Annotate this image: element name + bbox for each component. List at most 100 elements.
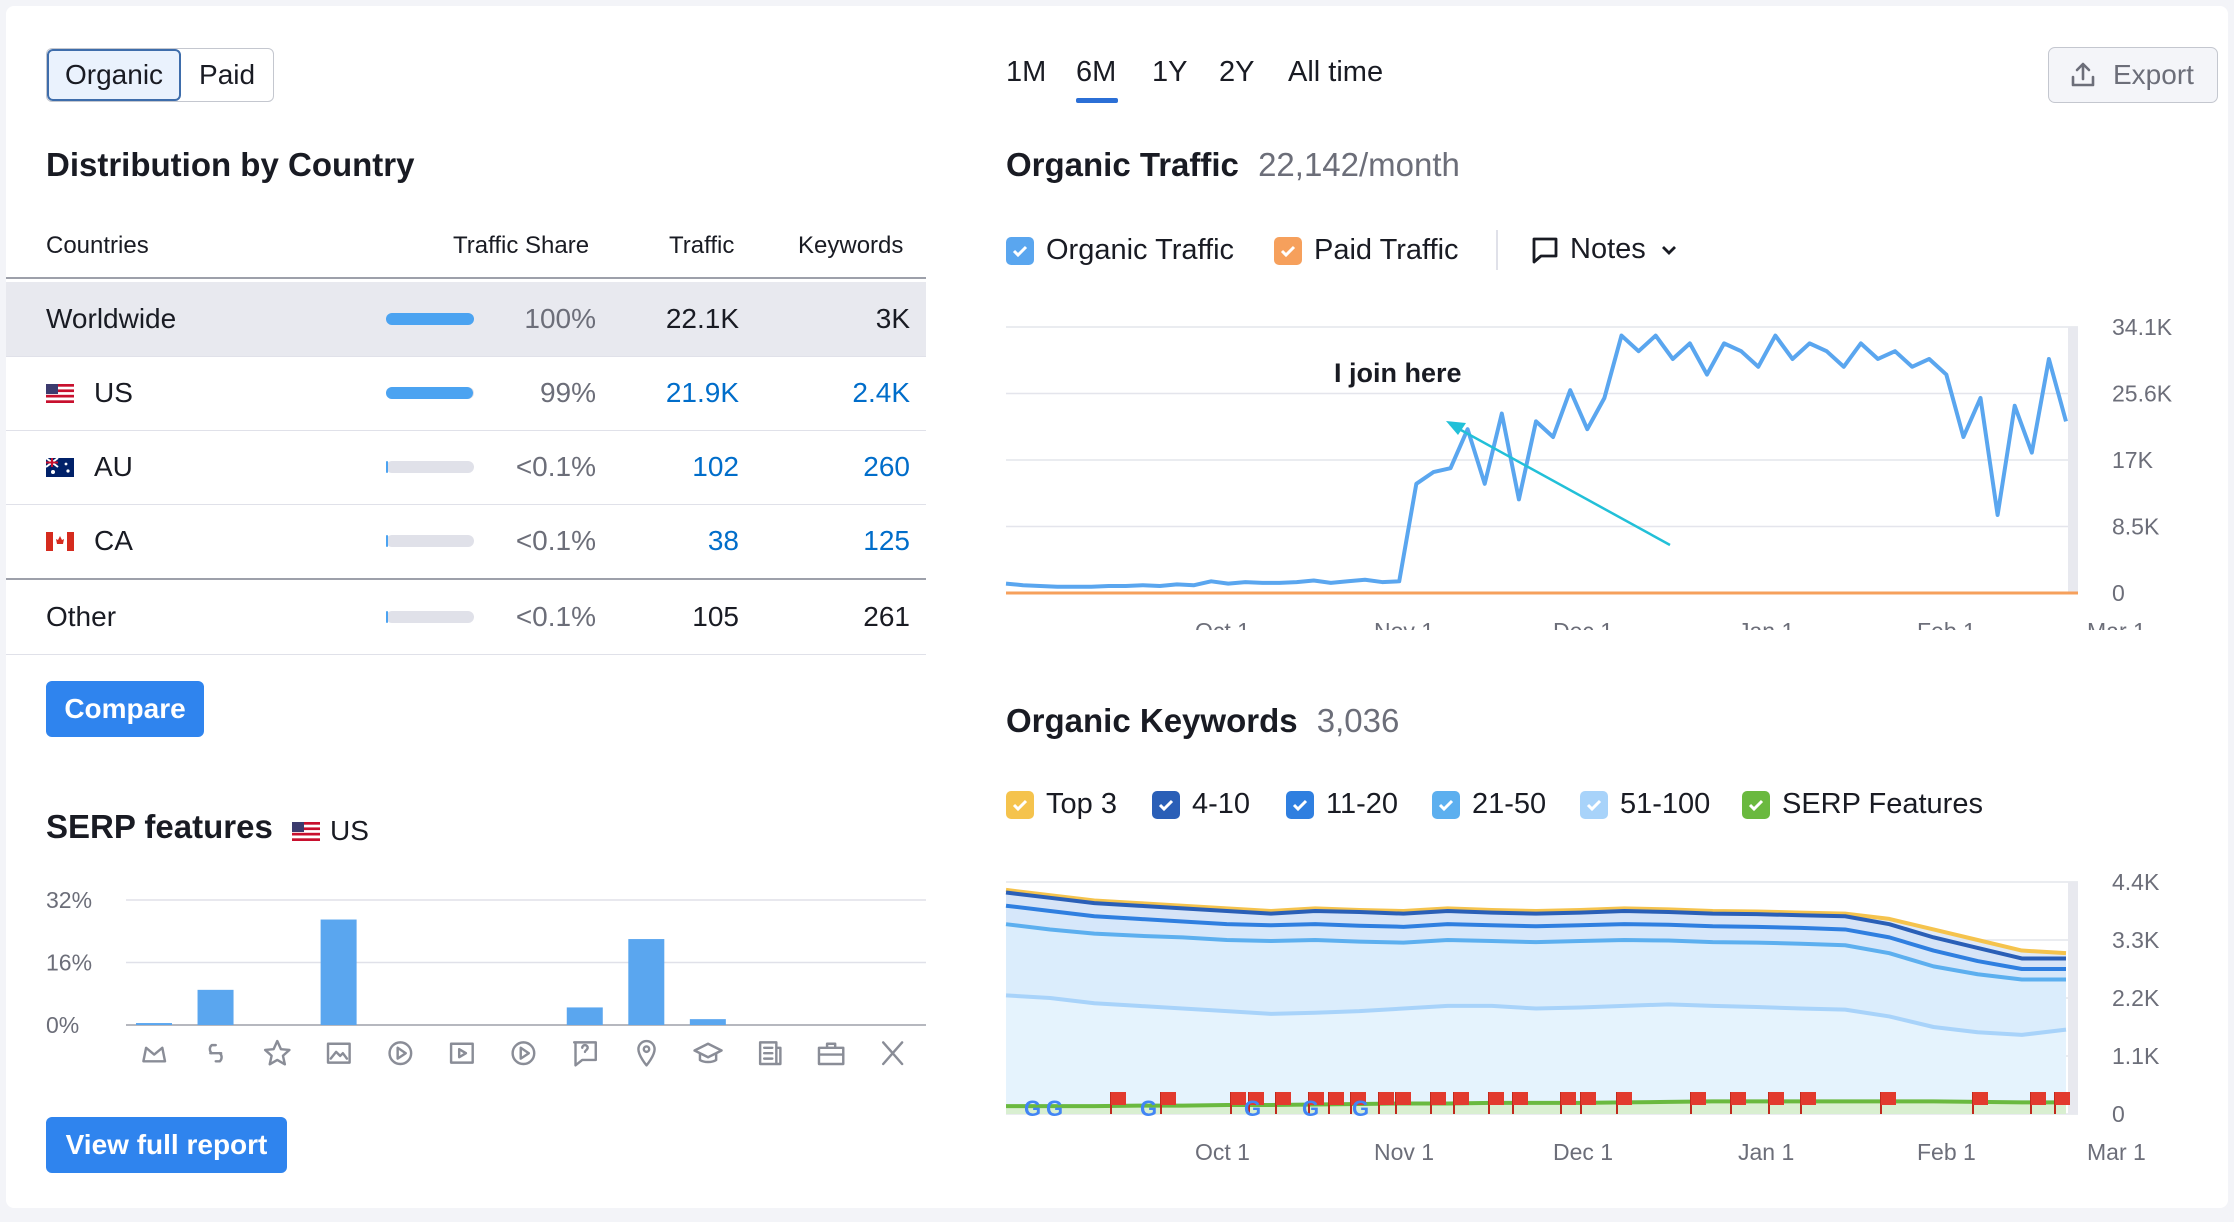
period-tab-all-time[interactable]: All time — [1288, 56, 1384, 88]
google-icon[interactable]: G — [1352, 1096, 1369, 1121]
keywords-legend-item[interactable]: 11-20 — [1286, 788, 1398, 821]
traffic-value[interactable]: 38 — [707, 525, 739, 556]
table-row[interactable]: US 99% 21.9K 2.4K — [6, 356, 926, 431]
compare-button[interactable]: Compare — [46, 681, 204, 737]
organic-traffic-line[interactable] — [1005, 333, 2068, 589]
serp-bar[interactable] — [689, 1019, 726, 1025]
video-icon[interactable] — [388, 1041, 413, 1066]
google-icon[interactable]: G — [1024, 1096, 1041, 1121]
serp-feature-flag-icon[interactable] — [2030, 1092, 2046, 1114]
keywords-legend-item[interactable]: SERP Features — [1742, 788, 1983, 821]
serp-feature-flag-icon[interactable] — [1328, 1092, 1344, 1114]
table-row[interactable]: Worldwide 100% 22.1K 3K — [6, 282, 926, 357]
keywords-legend-item[interactable]: 4-10 — [1152, 788, 1250, 821]
link-icon[interactable] — [208, 1043, 223, 1063]
keywords-legend-item[interactable]: 21-50 — [1432, 788, 1546, 821]
serp-bar[interactable] — [197, 989, 234, 1025]
serp-feature-flag-icon[interactable] — [1880, 1092, 1896, 1114]
y-tick-label: 0% — [46, 1012, 79, 1038]
keywords-series-line[interactable] — [1005, 887, 2067, 956]
notes-dropdown[interactable]: Notes — [1530, 233, 1680, 266]
keywords-series-line[interactable] — [1005, 922, 2066, 982]
serp-feature-flag-icon[interactable] — [1160, 1092, 1176, 1114]
google-icon[interactable]: G — [1140, 1096, 1157, 1121]
notes-label: Notes — [1570, 233, 1646, 265]
star-icon[interactable] — [263, 1039, 291, 1066]
serp-feature-flag-icon[interactable] — [1488, 1092, 1504, 1114]
keywords-legend-item[interactable]: 51-100 — [1580, 788, 1710, 821]
serp-feature-flag-icon[interactable] — [1248, 1092, 1264, 1114]
serp-feature-flag-icon[interactable] — [1110, 1092, 1126, 1114]
video-carousel-icon[interactable] — [449, 1042, 474, 1064]
table-row[interactable]: Other <0.1% 105 261 — [6, 578, 926, 655]
serp-bar[interactable] — [628, 939, 665, 1025]
keywords-value[interactable]: 2.4K — [852, 377, 910, 408]
traffic-value[interactable]: 102 — [692, 451, 739, 482]
serp-bar[interactable] — [566, 1007, 603, 1025]
traffic-share-fill — [386, 535, 388, 547]
serp-feature-flag-icon[interactable] — [1972, 1092, 1988, 1114]
serp-country[interactable]: US — [292, 815, 369, 847]
briefcase-icon[interactable] — [817, 1042, 845, 1066]
serp-feature-flag-icon[interactable] — [1395, 1092, 1411, 1114]
keywords-value[interactable]: 260 — [863, 451, 910, 482]
google-icon[interactable]: G — [1302, 1096, 1319, 1121]
serp-feature-flag-icon[interactable] — [1730, 1092, 1746, 1114]
export-button[interactable]: Export — [2048, 47, 2218, 103]
period-tab-1y[interactable]: 1Y — [1152, 56, 1188, 88]
serp-feature-flag-icon[interactable] — [2054, 1092, 2070, 1114]
keywords-value[interactable]: 125 — [863, 525, 910, 556]
x-tick-label: Mar 1 — [2087, 1139, 2146, 1165]
serp-feature-flag-icon[interactable] — [1800, 1092, 1816, 1114]
serp-feature-flag-icon[interactable] — [1378, 1092, 1394, 1114]
period-tab-6m[interactable]: 6M — [1076, 56, 1117, 88]
serp-bar[interactable] — [320, 919, 357, 1025]
traffic-share-value: <0.1% — [515, 601, 596, 632]
serp-feature-flag-icon[interactable] — [1768, 1092, 1784, 1114]
serp-feature-flag-icon[interactable] — [1230, 1092, 1246, 1114]
period-tab-1m[interactable]: 1M — [1006, 56, 1047, 88]
serp-feature-flag-icon[interactable] — [1560, 1092, 1576, 1114]
serp-feature-flag-icon[interactable] — [1350, 1092, 1366, 1114]
view-full-report-button[interactable]: View full report — [46, 1117, 287, 1173]
serp-title: SERP features — [46, 808, 273, 845]
education-icon[interactable] — [693, 1042, 723, 1064]
keywords-legend-item[interactable]: Top 3 — [1006, 788, 1117, 821]
serp-feature-flag-icon[interactable] — [1308, 1092, 1324, 1114]
image-icon[interactable] — [326, 1042, 351, 1064]
organic-toggle[interactable]: Organic — [47, 49, 182, 101]
keywords-series-line[interactable] — [1005, 890, 2066, 961]
traffic-share-bar — [386, 611, 474, 623]
x-tick-label: Oct 1 — [1195, 1139, 1250, 1165]
paid-toggle[interactable]: Paid — [199, 59, 256, 90]
traffic-share-fill — [386, 611, 388, 623]
table-row[interactable]: AU <0.1% 102 260 — [6, 430, 926, 505]
play-icon[interactable] — [511, 1041, 536, 1066]
crown-icon[interactable] — [142, 1046, 167, 1063]
google-icon[interactable]: G — [1244, 1096, 1261, 1121]
traffic-value[interactable]: 21.9K — [665, 377, 739, 408]
period-tab-2y[interactable]: 2Y — [1219, 56, 1255, 88]
serp-feature-flag-icon[interactable] — [1275, 1092, 1291, 1114]
traffic-legend-organic[interactable]: Organic Traffic — [1006, 234, 1234, 267]
keywords-series-line[interactable] — [1005, 993, 2067, 1037]
serp-feature-flag-icon[interactable] — [1690, 1092, 1706, 1114]
serp-bar[interactable] — [136, 1023, 172, 1025]
col-countries: Countries — [46, 232, 149, 259]
serp-feature-flag-icon[interactable] — [1430, 1092, 1446, 1114]
x-icon[interactable] — [881, 1041, 904, 1066]
serp-feature-flag-icon[interactable] — [1616, 1092, 1632, 1114]
keywords-series-line[interactable] — [1005, 903, 2066, 971]
table-row[interactable]: CA <0.1% 38 125 — [6, 504, 926, 579]
news-icon[interactable] — [758, 1041, 782, 1066]
country-name: AU — [94, 451, 133, 482]
traffic-legend-paid[interactable]: Paid Traffic — [1274, 234, 1459, 267]
serp-feature-flag-icon[interactable] — [1580, 1092, 1596, 1114]
serp-feature-flag-icon[interactable] — [1453, 1092, 1469, 1114]
question-icon[interactable] — [572, 1041, 597, 1067]
location-icon[interactable] — [637, 1039, 656, 1067]
serp-feature-flag-icon[interactable] — [1512, 1092, 1528, 1114]
traffic-share-fill — [386, 313, 474, 325]
google-icon[interactable]: G — [1046, 1096, 1063, 1121]
chevron-down-icon — [1661, 245, 1676, 255]
